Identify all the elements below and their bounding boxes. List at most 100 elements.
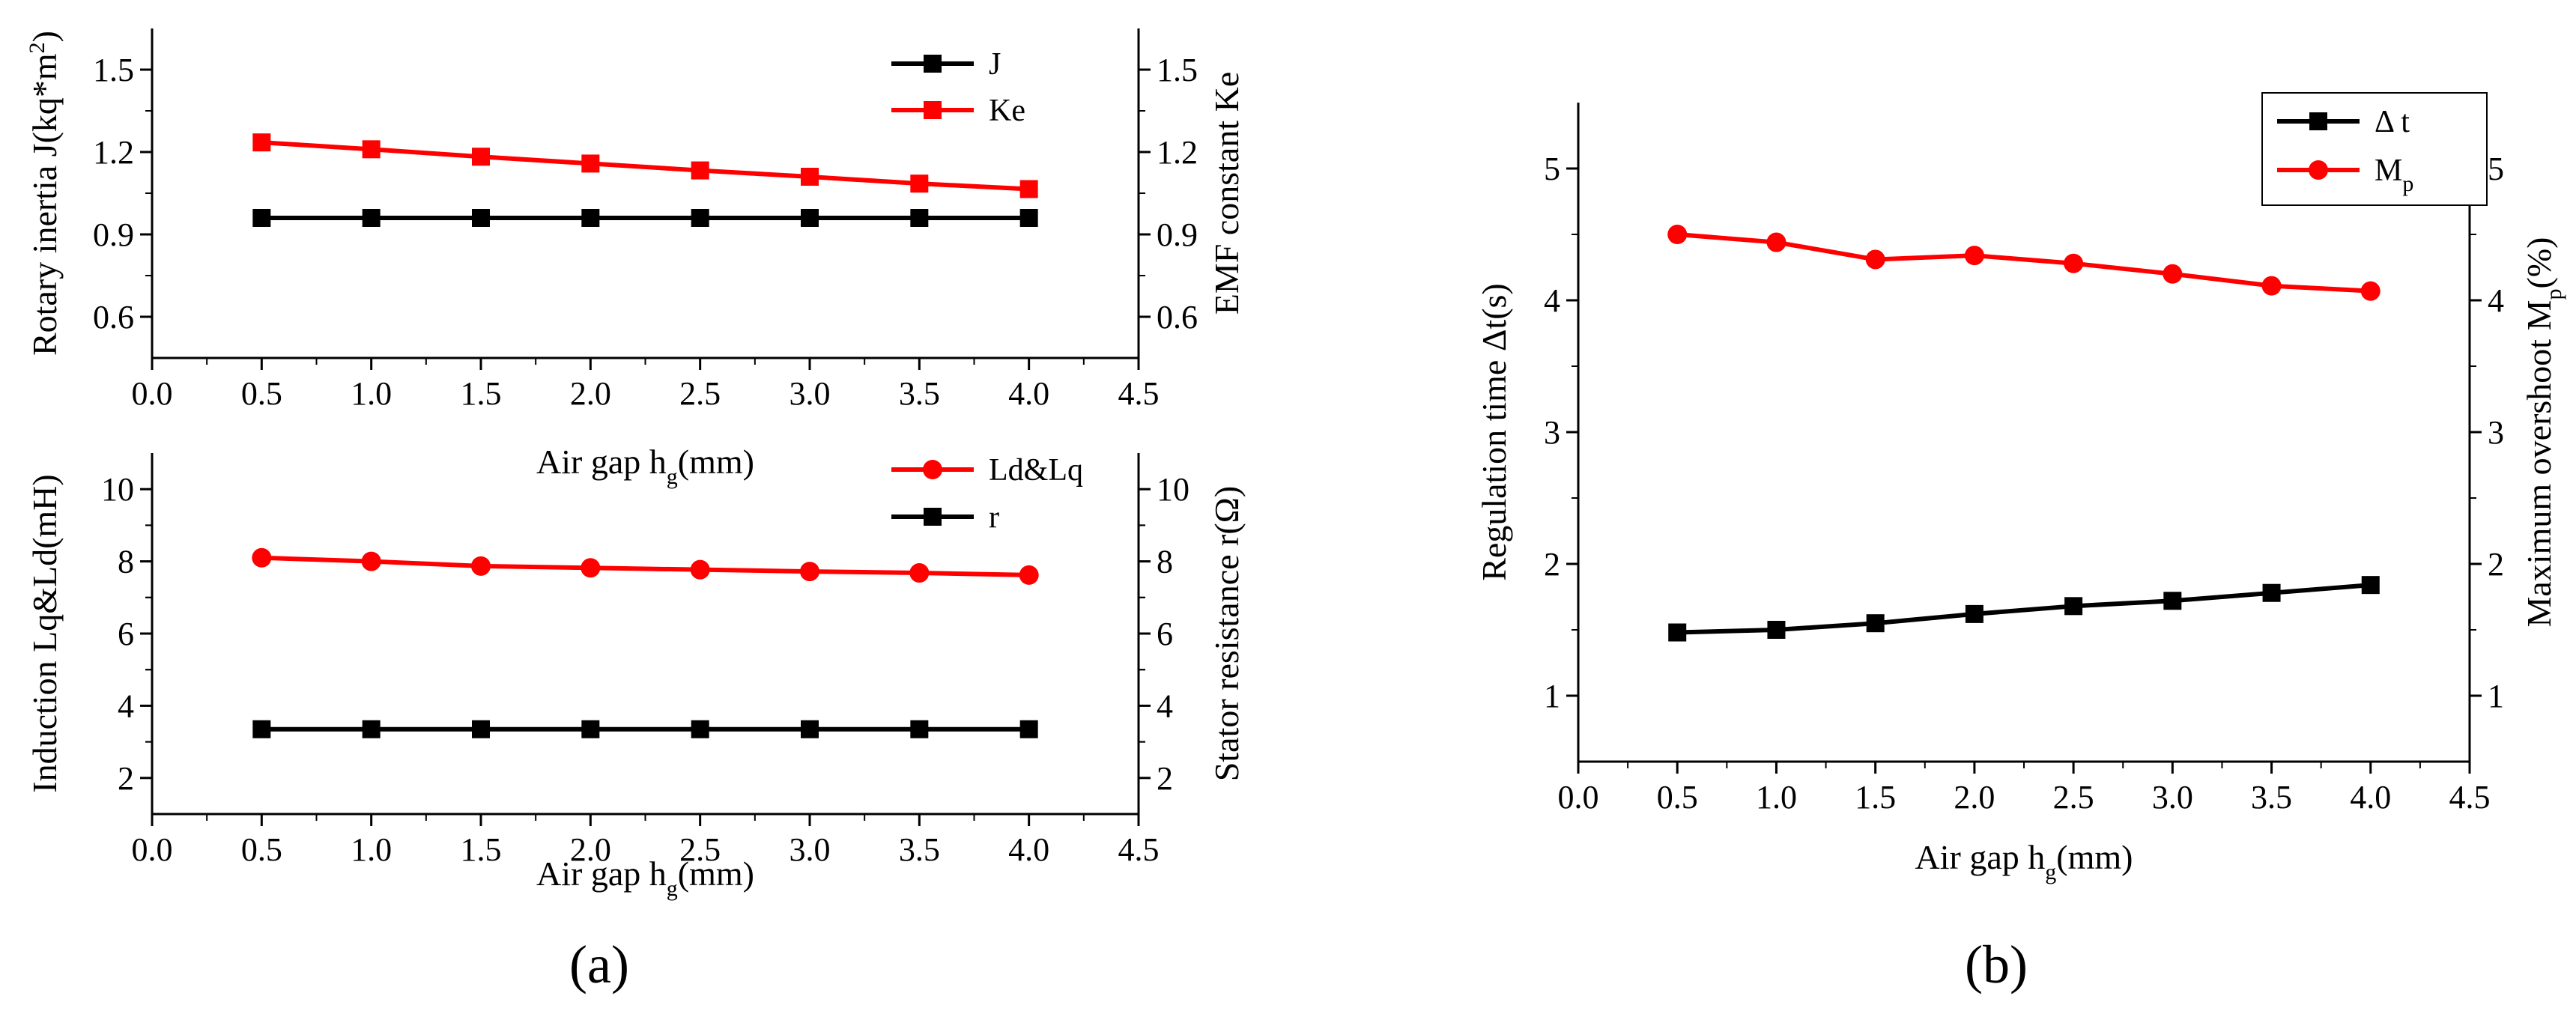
data-point-Ld&Lq — [1019, 565, 1039, 585]
y-tick-label: 4 — [118, 687, 134, 724]
x-tick-label: 1.0 — [351, 375, 392, 412]
data-point-M_p — [1667, 225, 1688, 244]
data-point-r — [910, 720, 929, 738]
data-point-Δ t — [2163, 592, 2182, 610]
x-tick-label: 3.0 — [790, 831, 831, 868]
data-point-Ld&Lq — [800, 562, 819, 582]
data-point-M_p — [1766, 232, 1786, 252]
x-tick-label: 3.5 — [899, 831, 940, 868]
x-tick-label: 4.0 — [1008, 831, 1049, 868]
y2-tick-label: 1.5 — [1157, 52, 1198, 88]
x-tick-label: 4.5 — [1118, 375, 1160, 412]
data-point-r — [252, 720, 271, 738]
x-tick-label: 0.0 — [1558, 779, 1599, 816]
data-point-r — [801, 720, 819, 738]
data-point-Δ t — [1767, 621, 1786, 639]
data-point-Δ t — [1668, 623, 1687, 642]
data-point-M_p — [2261, 276, 2282, 296]
y2-tick-label: 2 — [1157, 760, 1173, 797]
data-point-Ke — [581, 154, 600, 173]
y-tick-label: 3 — [1544, 414, 1560, 451]
x-tick-label: 0.5 — [241, 375, 282, 412]
legend-label: Ke — [989, 94, 1025, 128]
data-point-Δ t — [2064, 597, 2083, 616]
data-point-Ke — [362, 140, 381, 159]
data-point-r — [472, 720, 490, 738]
data-point-Ke — [691, 161, 709, 180]
data-point-M_p — [2360, 281, 2380, 301]
data-point-r — [1019, 720, 1038, 738]
x-tick-label: 2.5 — [679, 375, 721, 412]
y2-tick-label: 4 — [1157, 687, 1173, 724]
y2-axis-title: Maximum overshoot Mp(%) — [2520, 237, 2566, 628]
x-axis-title: Air gap hg(mm) — [536, 443, 754, 489]
x-tick-label: 3.5 — [899, 375, 940, 412]
legend-label: J — [989, 47, 1001, 82]
y2-tick-label: 3 — [2488, 414, 2504, 451]
x-tick-label: 3.5 — [2251, 779, 2292, 816]
y-tick-label: 2 — [1544, 546, 1560, 583]
panel-label-b: (b) — [1965, 935, 2028, 995]
series-line-Δ t — [1677, 583, 2372, 635]
y-tick-label: 8 — [118, 544, 134, 580]
y2-tick-label: 5 — [2488, 151, 2504, 187]
x-tick-label: 4.5 — [2449, 779, 2491, 816]
x-tick-label: 4.5 — [1118, 831, 1160, 868]
data-point-r — [581, 720, 600, 738]
x-tick-label: 2.0 — [570, 831, 611, 868]
x-tick-label: 4.0 — [1008, 375, 1049, 412]
data-point-Ld&Lq — [252, 547, 272, 568]
data-point-J — [472, 209, 490, 227]
legend-marker — [2309, 112, 2327, 130]
y-tick-label: 4 — [1544, 282, 1560, 319]
legend-label: Ld&Lq — [989, 453, 1083, 488]
data-point-J — [1019, 209, 1038, 227]
legend-label: Mp — [2375, 154, 2413, 196]
x-axis-title: Air gap hg(mm) — [1915, 838, 2133, 884]
x-tick-label: 0.5 — [1657, 779, 1698, 816]
y2-axis-title: EMF constant Ke — [1207, 72, 1246, 315]
y2-tick-label: 8 — [1157, 544, 1173, 580]
x-tick-label: 1.0 — [351, 831, 392, 868]
data-point-J — [801, 209, 819, 227]
y2-tick-label: 1 — [2488, 678, 2504, 714]
y2-tick-label: 10 — [1157, 471, 1189, 508]
data-point-J — [362, 209, 381, 227]
y2-axis-title: Stator resistance r(Ω) — [1207, 486, 1246, 781]
y2-tick-label: 0.9 — [1157, 216, 1198, 253]
data-point-Ld&Lq — [909, 563, 930, 583]
x-tick-label: 1.5 — [461, 831, 502, 868]
x-tick-label: 1.0 — [1756, 779, 1797, 816]
data-point-Ke — [472, 148, 490, 166]
series-line-Ld&Lq — [261, 555, 1029, 577]
data-point-r — [691, 720, 709, 738]
chart-a-bottom: 0.0 0.5 1.0 1.5 2.0 2.5 3.0 3.5 4.0 4.5 2 4 6 8 10 2 4 6 8… — [25, 453, 1246, 901]
data-point-M_p — [1964, 246, 1984, 266]
legend-marker — [924, 55, 942, 73]
y-tick-label: 1.5 — [93, 52, 134, 88]
legend-marker — [924, 508, 942, 526]
data-point-Ld&Lq — [581, 558, 601, 578]
data-point-J — [691, 209, 709, 227]
x-tick-label: 0.0 — [132, 831, 173, 868]
data-point-M_p — [2064, 253, 2084, 273]
x-tick-label: 3.0 — [2152, 779, 2193, 816]
y-axis-title: Regulation time Δt(s) — [1475, 283, 1513, 581]
data-point-Δ t — [2262, 583, 2281, 602]
legend-marker — [2309, 160, 2328, 180]
y-tick-label: 5 — [1544, 151, 1560, 187]
x-tick-label: 2.5 — [2053, 779, 2094, 816]
chart-a-top: 0.0 0.5 1.0 1.5 2.0 2.5 3.0 3.5 4.0 4.5 0.6 0.9 1.2 1… — [25, 28, 1246, 489]
data-point-Ke — [801, 168, 819, 186]
y2-tick-label: 2 — [2488, 546, 2504, 583]
y-tick-label: 10 — [101, 471, 134, 508]
data-point-Δ t — [1965, 604, 1983, 623]
data-point-r — [362, 720, 381, 738]
legend-marker — [923, 460, 942, 479]
y-tick-label: 2 — [118, 760, 134, 797]
y-axis-title: Induction Lq&Ld(mH) — [25, 474, 64, 792]
data-point-Ke — [910, 174, 929, 193]
x-tick-label: 0.5 — [241, 831, 282, 868]
x-tick-label: 2.0 — [1954, 779, 1995, 816]
